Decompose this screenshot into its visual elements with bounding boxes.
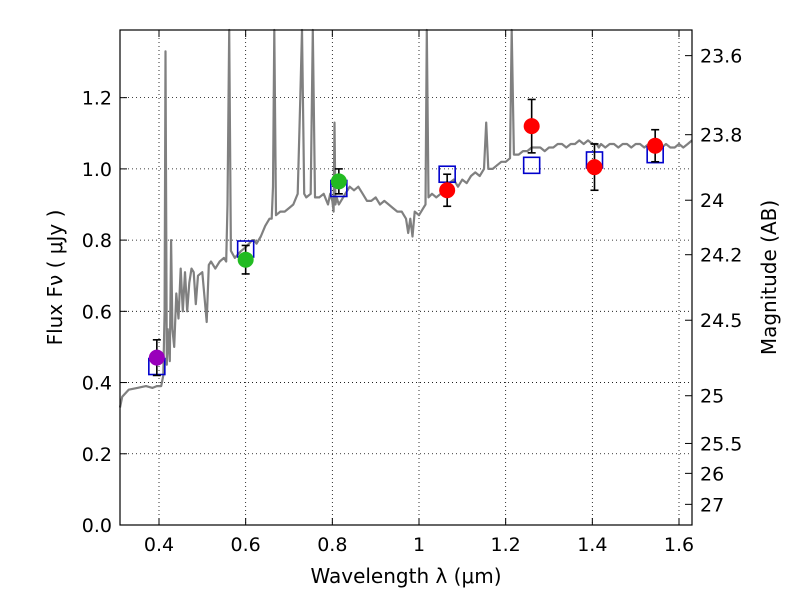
x-tick-label: 1 bbox=[413, 534, 425, 556]
y2-tick-label: 26 bbox=[700, 463, 724, 485]
y2-tick-label: 23.8 bbox=[700, 125, 742, 147]
model-flux-square bbox=[522, 156, 541, 175]
y-tick-label: 0.0 bbox=[82, 515, 112, 537]
sed-line bbox=[118, 28, 693, 408]
y2-tick-label: 23.6 bbox=[700, 46, 742, 68]
observed-flux-point bbox=[439, 182, 456, 199]
grid bbox=[120, 30, 692, 526]
y2-tick-label: 24.2 bbox=[700, 245, 742, 267]
y-tick-label: 0.2 bbox=[82, 444, 112, 466]
observed-flux-point bbox=[523, 118, 540, 135]
y2-tick-label: 24 bbox=[700, 190, 724, 212]
y2-tick-label: 27 bbox=[700, 494, 724, 516]
y2-tick-label: 24.5 bbox=[700, 310, 742, 332]
x-tick-label: 1.2 bbox=[491, 534, 521, 556]
x-axis-label: Wavelength λ (μm) bbox=[310, 564, 501, 588]
tick-layer: 0.4 0.6 0.8 1 1.2 1.4 1.6 0.0 0.2 0.4 0.6 0.8 1.0 1.2… bbox=[82, 30, 742, 556]
y-tick-label: 1.0 bbox=[82, 159, 112, 181]
sed-curve-layer bbox=[118, 28, 693, 408]
x-tick-label: 1.6 bbox=[664, 534, 694, 556]
plot-frame bbox=[119, 29, 693, 526]
observed-flux-point bbox=[148, 349, 165, 366]
x-tick-label: 0.8 bbox=[317, 534, 347, 556]
observed-flux-point bbox=[647, 137, 664, 154]
observed-point-layer bbox=[148, 98, 664, 377]
observed-flux-point bbox=[237, 251, 254, 268]
x-tick-label: 1.4 bbox=[577, 534, 607, 556]
y-tick-label: 0.4 bbox=[82, 373, 112, 395]
y2-axis-label: Magnitude (AB) bbox=[757, 200, 781, 355]
x-tick-label: 0.6 bbox=[231, 534, 261, 556]
y-axis-label: Flux Fν ( μJy ) bbox=[43, 210, 67, 346]
y-tick-label: 0.6 bbox=[82, 301, 112, 323]
x-tick-label: 0.4 bbox=[144, 534, 174, 556]
y2-tick-label: 25.5 bbox=[700, 433, 742, 455]
y-tick-label: 0.8 bbox=[82, 230, 112, 252]
y-tick-label: 1.2 bbox=[82, 88, 112, 110]
y2-tick-label: 25 bbox=[700, 386, 724, 408]
observed-flux-point bbox=[586, 159, 603, 176]
observed-flux-point bbox=[330, 173, 347, 190]
